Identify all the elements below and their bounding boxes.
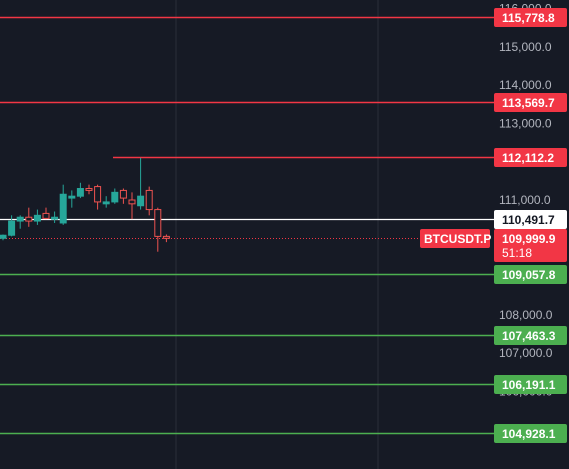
last-price-tag: 109,999.951:18	[494, 229, 567, 262]
level-tag-box	[494, 265, 567, 284]
candle	[94, 184, 102, 210]
price-scale-tick: 113,000.0	[499, 116, 552, 130]
level-price-tag: 110,491.7	[494, 210, 567, 229]
candle	[59, 184, 67, 225]
candle	[85, 184, 93, 195]
level-price-tag: 106,191.1	[494, 375, 567, 394]
price-scale-tick: 111,000.0	[499, 193, 551, 207]
level-tag-box	[494, 326, 567, 345]
candle	[42, 207, 50, 220]
level-tag-box	[494, 424, 567, 443]
candle-body-up	[16, 216, 24, 222]
candle	[0, 234, 7, 241]
level-tag-text: 115,778.8	[502, 11, 555, 25]
candle-body-up	[137, 195, 145, 207]
level-price-tag: 109,057.8	[494, 265, 567, 284]
price-scale-tick: 115,000.0	[499, 40, 552, 54]
level-tag-box	[494, 8, 567, 27]
price-tags: 115,778.8 113,569.7 112,112.2 110,491.7 109,…	[420, 8, 567, 443]
level-tag-text: 107,463.3	[502, 329, 556, 343]
candle	[102, 196, 110, 208]
candle	[128, 192, 136, 220]
countdown-text: 51:18	[502, 246, 532, 260]
level-tag-text: 110,491.7	[502, 213, 555, 227]
candle	[33, 209, 41, 225]
symbol-tag-box	[420, 229, 490, 248]
candle	[16, 215, 24, 229]
level-tag-text: 112,112.2	[502, 151, 554, 165]
candle-body-down	[145, 189, 153, 211]
candle-body-up	[68, 195, 76, 199]
candle-body-up	[102, 201, 110, 205]
candle-body-down	[162, 235, 170, 239]
symbol-tag-text: BTCUSDT.P	[424, 232, 491, 246]
level-price-tag: 104,928.1	[494, 424, 567, 443]
candle	[25, 207, 33, 227]
level-tag-text: 104,928.1	[502, 427, 556, 441]
candle-body-up	[51, 216, 59, 220]
candle	[119, 188, 127, 204]
level-tag-box	[494, 148, 567, 167]
level-price-tag: 107,463.3	[494, 326, 567, 345]
candle-body-down	[94, 186, 102, 203]
candle-body-up	[33, 214, 41, 222]
level-price-tag: 112,112.2	[494, 148, 567, 167]
symbol-tag: BTCUSDT.P	[420, 229, 491, 248]
candle	[111, 188, 119, 204]
candle-body-up	[59, 193, 67, 224]
candle	[76, 182, 84, 199]
last-price-text: 109,999.9	[502, 232, 556, 246]
vertical-grid	[175, 0, 379, 469]
candle	[145, 186, 153, 216]
candle-body-down	[154, 209, 162, 237]
level-price-tag: 113,569.7	[494, 93, 567, 112]
price-scale-tick: 107,000.0	[499, 346, 553, 360]
candle	[154, 207, 162, 252]
candle-body-up	[0, 234, 7, 239]
candle	[137, 157, 145, 210]
level-tag-text: 106,191.1	[502, 378, 556, 392]
level-price-tag: 115,778.8	[494, 8, 567, 27]
level-tag-text: 113,569.7	[502, 96, 555, 110]
candle-body-down	[25, 216, 33, 222]
candle-body-down	[42, 212, 50, 219]
candles	[0, 157, 170, 252]
candle	[8, 215, 16, 237]
candle-body-down	[128, 199, 136, 205]
last-price-tag-box	[494, 229, 567, 262]
candle-body-down	[85, 188, 93, 191]
candle	[68, 190, 76, 208]
candle-body-up	[8, 220, 16, 236]
candle-body-up	[76, 188, 84, 197]
price-scale-tick: 114,000.0	[499, 78, 552, 92]
level-tag-box	[494, 210, 567, 229]
level-tag-text: 109,057.8	[502, 268, 556, 282]
candle	[162, 234, 170, 243]
candle-body-down	[119, 189, 127, 199]
level-tag-box	[494, 93, 567, 112]
candle	[51, 211, 59, 223]
level-lines	[0, 16, 494, 435]
price-scale-tick: 108,000.0	[499, 308, 553, 322]
candle-body-up	[111, 191, 119, 203]
level-tag-box	[494, 375, 567, 394]
